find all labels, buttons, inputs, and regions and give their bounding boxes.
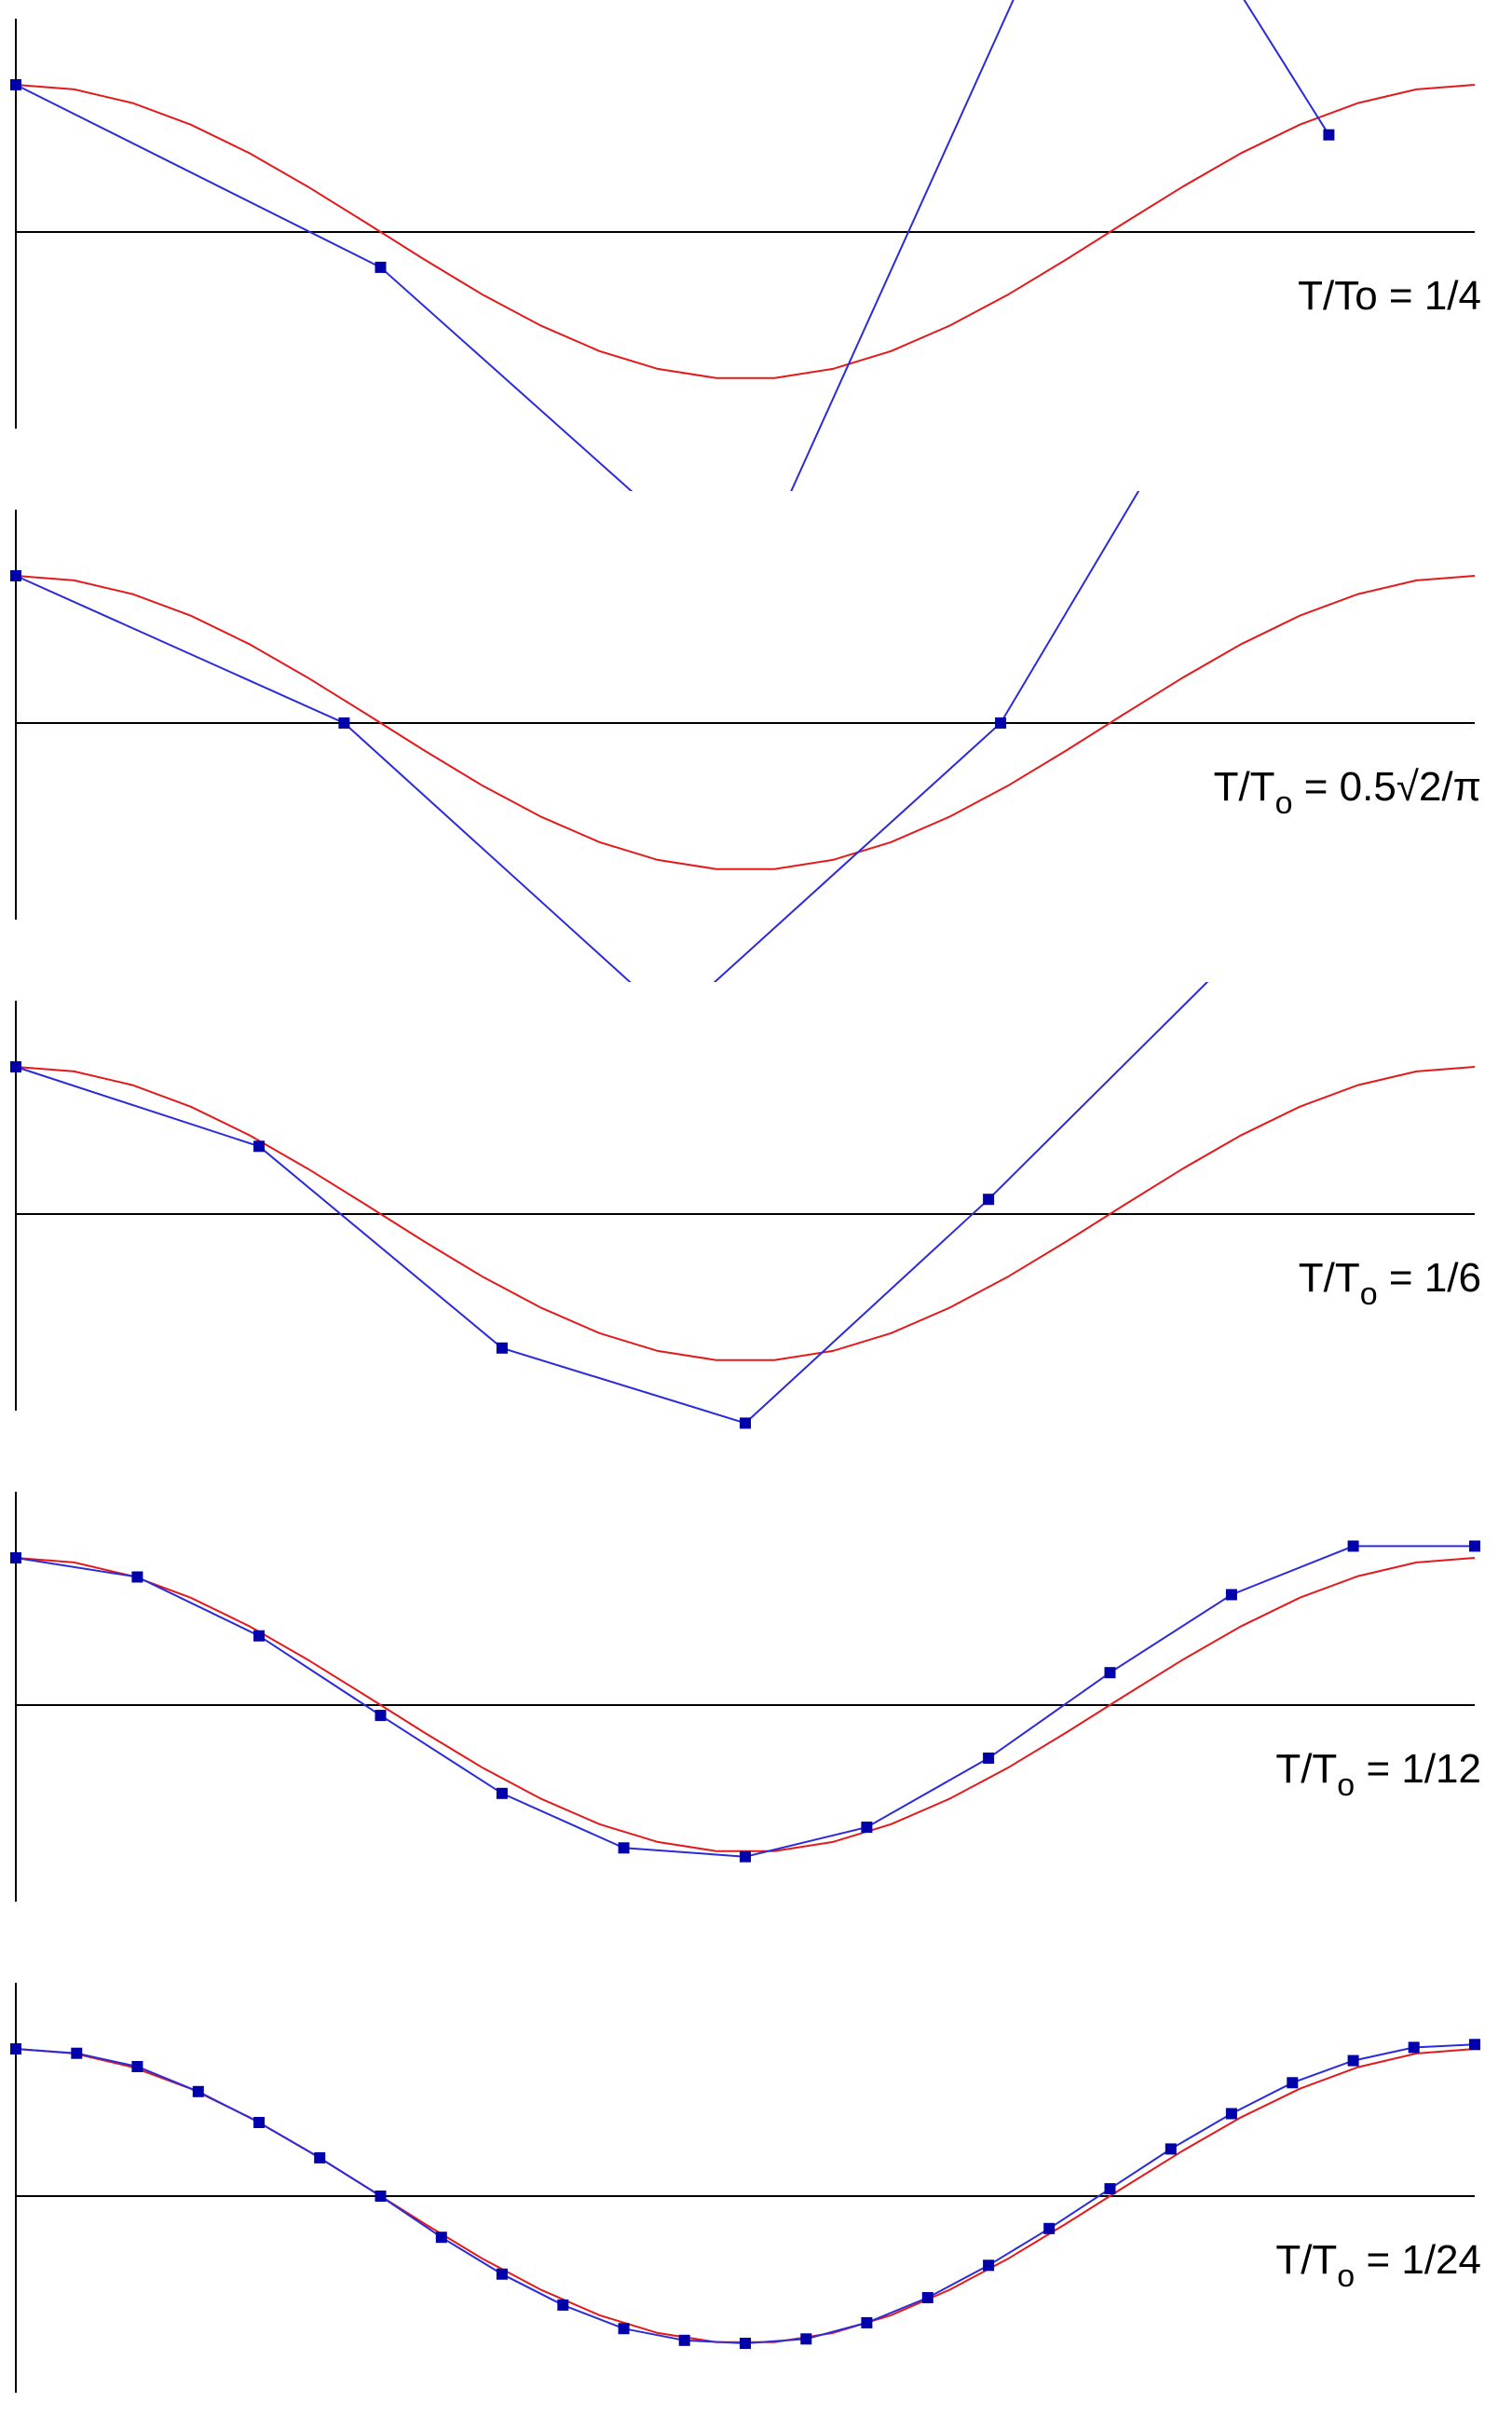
approx-curve xyxy=(15,491,1140,982)
approx-point xyxy=(1347,2054,1359,2067)
label-main: T/T xyxy=(1275,2237,1337,2283)
plot-area xyxy=(10,1540,1480,1863)
approx-point xyxy=(983,2259,995,2272)
label-subscript: o xyxy=(1275,785,1293,821)
approx-curve xyxy=(15,982,1209,1425)
label-main: T/T xyxy=(1275,1746,1337,1792)
approx-curve xyxy=(15,1545,1475,1858)
approx-point xyxy=(10,570,21,581)
approx-point xyxy=(678,2334,690,2346)
label-rest: = 0.5√2/π xyxy=(1292,764,1481,810)
plot-area xyxy=(10,0,1476,598)
approx-point xyxy=(557,2299,569,2311)
approx-point xyxy=(253,2117,266,2128)
approx-point xyxy=(338,717,350,729)
exact-curve xyxy=(15,1066,1476,1361)
approx-point xyxy=(496,2268,508,2280)
panel-label: T/To = 0.5√2/π xyxy=(1214,764,1481,821)
approx-point xyxy=(253,1140,266,1153)
panel-label: T/To = 1/4 xyxy=(1298,273,1481,319)
approx-point xyxy=(983,1194,995,1206)
approx-point xyxy=(1165,2143,1177,2155)
plot-area xyxy=(10,952,1480,1429)
approx-point xyxy=(740,1850,751,1863)
approx-point xyxy=(10,1061,21,1072)
approx-point xyxy=(1226,952,1237,963)
approx-point xyxy=(314,2151,326,2163)
approx-point xyxy=(10,2043,21,2054)
approx-point xyxy=(253,1630,266,1642)
approx-point xyxy=(1104,2183,1116,2195)
approx-point xyxy=(496,1787,508,1799)
approx-point xyxy=(192,2085,204,2097)
exact-curve xyxy=(15,575,1476,870)
approx-point xyxy=(1323,129,1335,141)
label-subscript: o xyxy=(1360,1276,1378,1312)
approx-point xyxy=(131,2061,143,2072)
exact-curve xyxy=(15,84,1476,379)
approx-point xyxy=(667,1015,678,1026)
approx-point xyxy=(1287,2077,1299,2089)
label-main: T/To = 1/4 xyxy=(1298,273,1481,319)
approx-curve xyxy=(15,0,1330,491)
approx-point xyxy=(375,2191,387,2202)
approx-point xyxy=(435,2232,447,2244)
approx-curve xyxy=(15,2043,1476,2345)
approx-point xyxy=(1043,2222,1056,2234)
panel-label: T/To = 1/6 xyxy=(1299,1255,1481,1312)
panel-label: T/To = 1/24 xyxy=(1275,2237,1481,2294)
label-subscript: o xyxy=(1337,2259,1355,2294)
approx-point xyxy=(995,717,1007,729)
panel-4: T/To = 1/12 xyxy=(10,1492,1481,1902)
approx-point xyxy=(10,79,21,90)
approx-point xyxy=(1104,1667,1116,1679)
label-subscript: o xyxy=(1337,1768,1355,1803)
approx-point xyxy=(1225,2108,1237,2120)
approx-point xyxy=(71,2047,83,2059)
panel-5: T/To = 1/24 xyxy=(10,1983,1481,2393)
plot-area xyxy=(10,2039,1480,2349)
approx-point xyxy=(740,587,751,598)
approx-point xyxy=(1469,2039,1480,2051)
approx-point xyxy=(375,261,387,273)
approx-point xyxy=(800,2333,812,2345)
approx-point xyxy=(983,1752,995,1764)
approx-point xyxy=(618,1842,630,1854)
label-rest: = 1/24 xyxy=(1355,2237,1481,2283)
panel-2: T/To = 0.5√2/π xyxy=(10,313,1481,1026)
label-main: T/T xyxy=(1299,1255,1360,1301)
approx-point xyxy=(1469,958,1480,969)
approx-point xyxy=(1235,313,1246,324)
approx-point xyxy=(861,1822,873,1834)
approx-point xyxy=(740,2338,751,2349)
panel-3: T/To = 1/6 xyxy=(10,952,1481,1429)
approx-point xyxy=(131,1571,143,1583)
label-main: T/T xyxy=(1214,764,1275,810)
approx-point xyxy=(921,2292,933,2303)
label-rest: = 1/12 xyxy=(1355,1746,1481,1792)
approx-point xyxy=(1469,1540,1480,1552)
approx-point xyxy=(1408,2041,1420,2054)
approx-point xyxy=(740,1417,751,1429)
approx-point xyxy=(496,1342,508,1354)
label-rest: = 1/6 xyxy=(1378,1255,1481,1301)
plot-area xyxy=(10,313,1476,1026)
approx-point xyxy=(10,1552,21,1563)
approx-point xyxy=(1225,1589,1237,1601)
approx-point xyxy=(1347,1540,1359,1552)
panel-label: T/To = 1/12 xyxy=(1275,1746,1481,1803)
approx-point xyxy=(375,1710,387,1722)
panel-1: T/To = 1/4 xyxy=(10,0,1481,598)
approx-point xyxy=(618,2323,630,2335)
approx-point xyxy=(861,2316,873,2328)
